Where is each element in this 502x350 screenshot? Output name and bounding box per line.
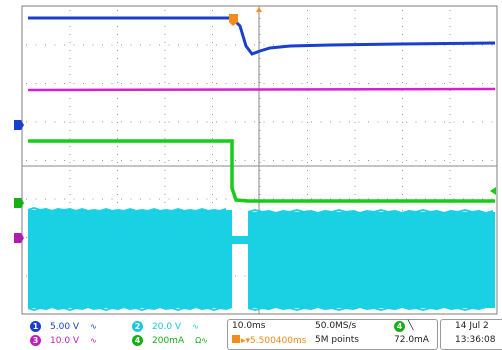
channel-3-scale[interactable]: 3 10.0 V ∿ [30,335,97,347]
trigger-source: 4 ╲ [394,321,413,332]
channel-2-waveform [27,206,495,312]
trigger-level: 72.0mA [394,335,429,345]
status-bar: 1 5.00 V ∿ 2 20.0 V ∿ 3 10.0 V ∿ 4 200mA Ω∿ 10.0… [24,318,502,350]
falling-edge-icon: ▸▾ [241,336,251,346]
bandwidth-limit-icon: ∿ [90,322,97,331]
trigger-position-readout: ▸▾5.500400ms [232,335,306,347]
record-length: 5M points [315,335,359,345]
bandwidth-limit-icon: ∿ [90,336,97,345]
channel-2-scale[interactable]: 2 20.0 V ∿ [132,321,199,333]
time: 13:36:08 [455,335,496,345]
trigger-position-icon [232,335,240,343]
sample-rate: 50.0MS/s [315,321,357,331]
date: 14 Jul 2 [455,321,489,331]
channel-4-scale[interactable]: 4 200mA Ω∿ [132,335,208,347]
channel-4-marker [14,198,24,208]
bandwidth-limit-icon: ∿ [192,322,199,331]
trigger-level-marker [490,187,496,195]
channel-1-waveform [28,16,496,56]
time-reference-marker [256,7,262,12]
falling-edge-icon: ╲ [408,321,414,331]
bandwidth-limit-icon: Ω∿ [195,336,208,345]
channel-1-marker [14,120,24,130]
timebase-scale: 10.0ms [232,321,266,331]
channel-3-marker [14,233,24,243]
channel-4-waveform [28,139,495,203]
channel-1-scale[interactable]: 1 5.00 V ∿ [30,321,97,333]
trigger-position-marker [229,14,238,26]
channel-3-waveform [27,87,496,92]
